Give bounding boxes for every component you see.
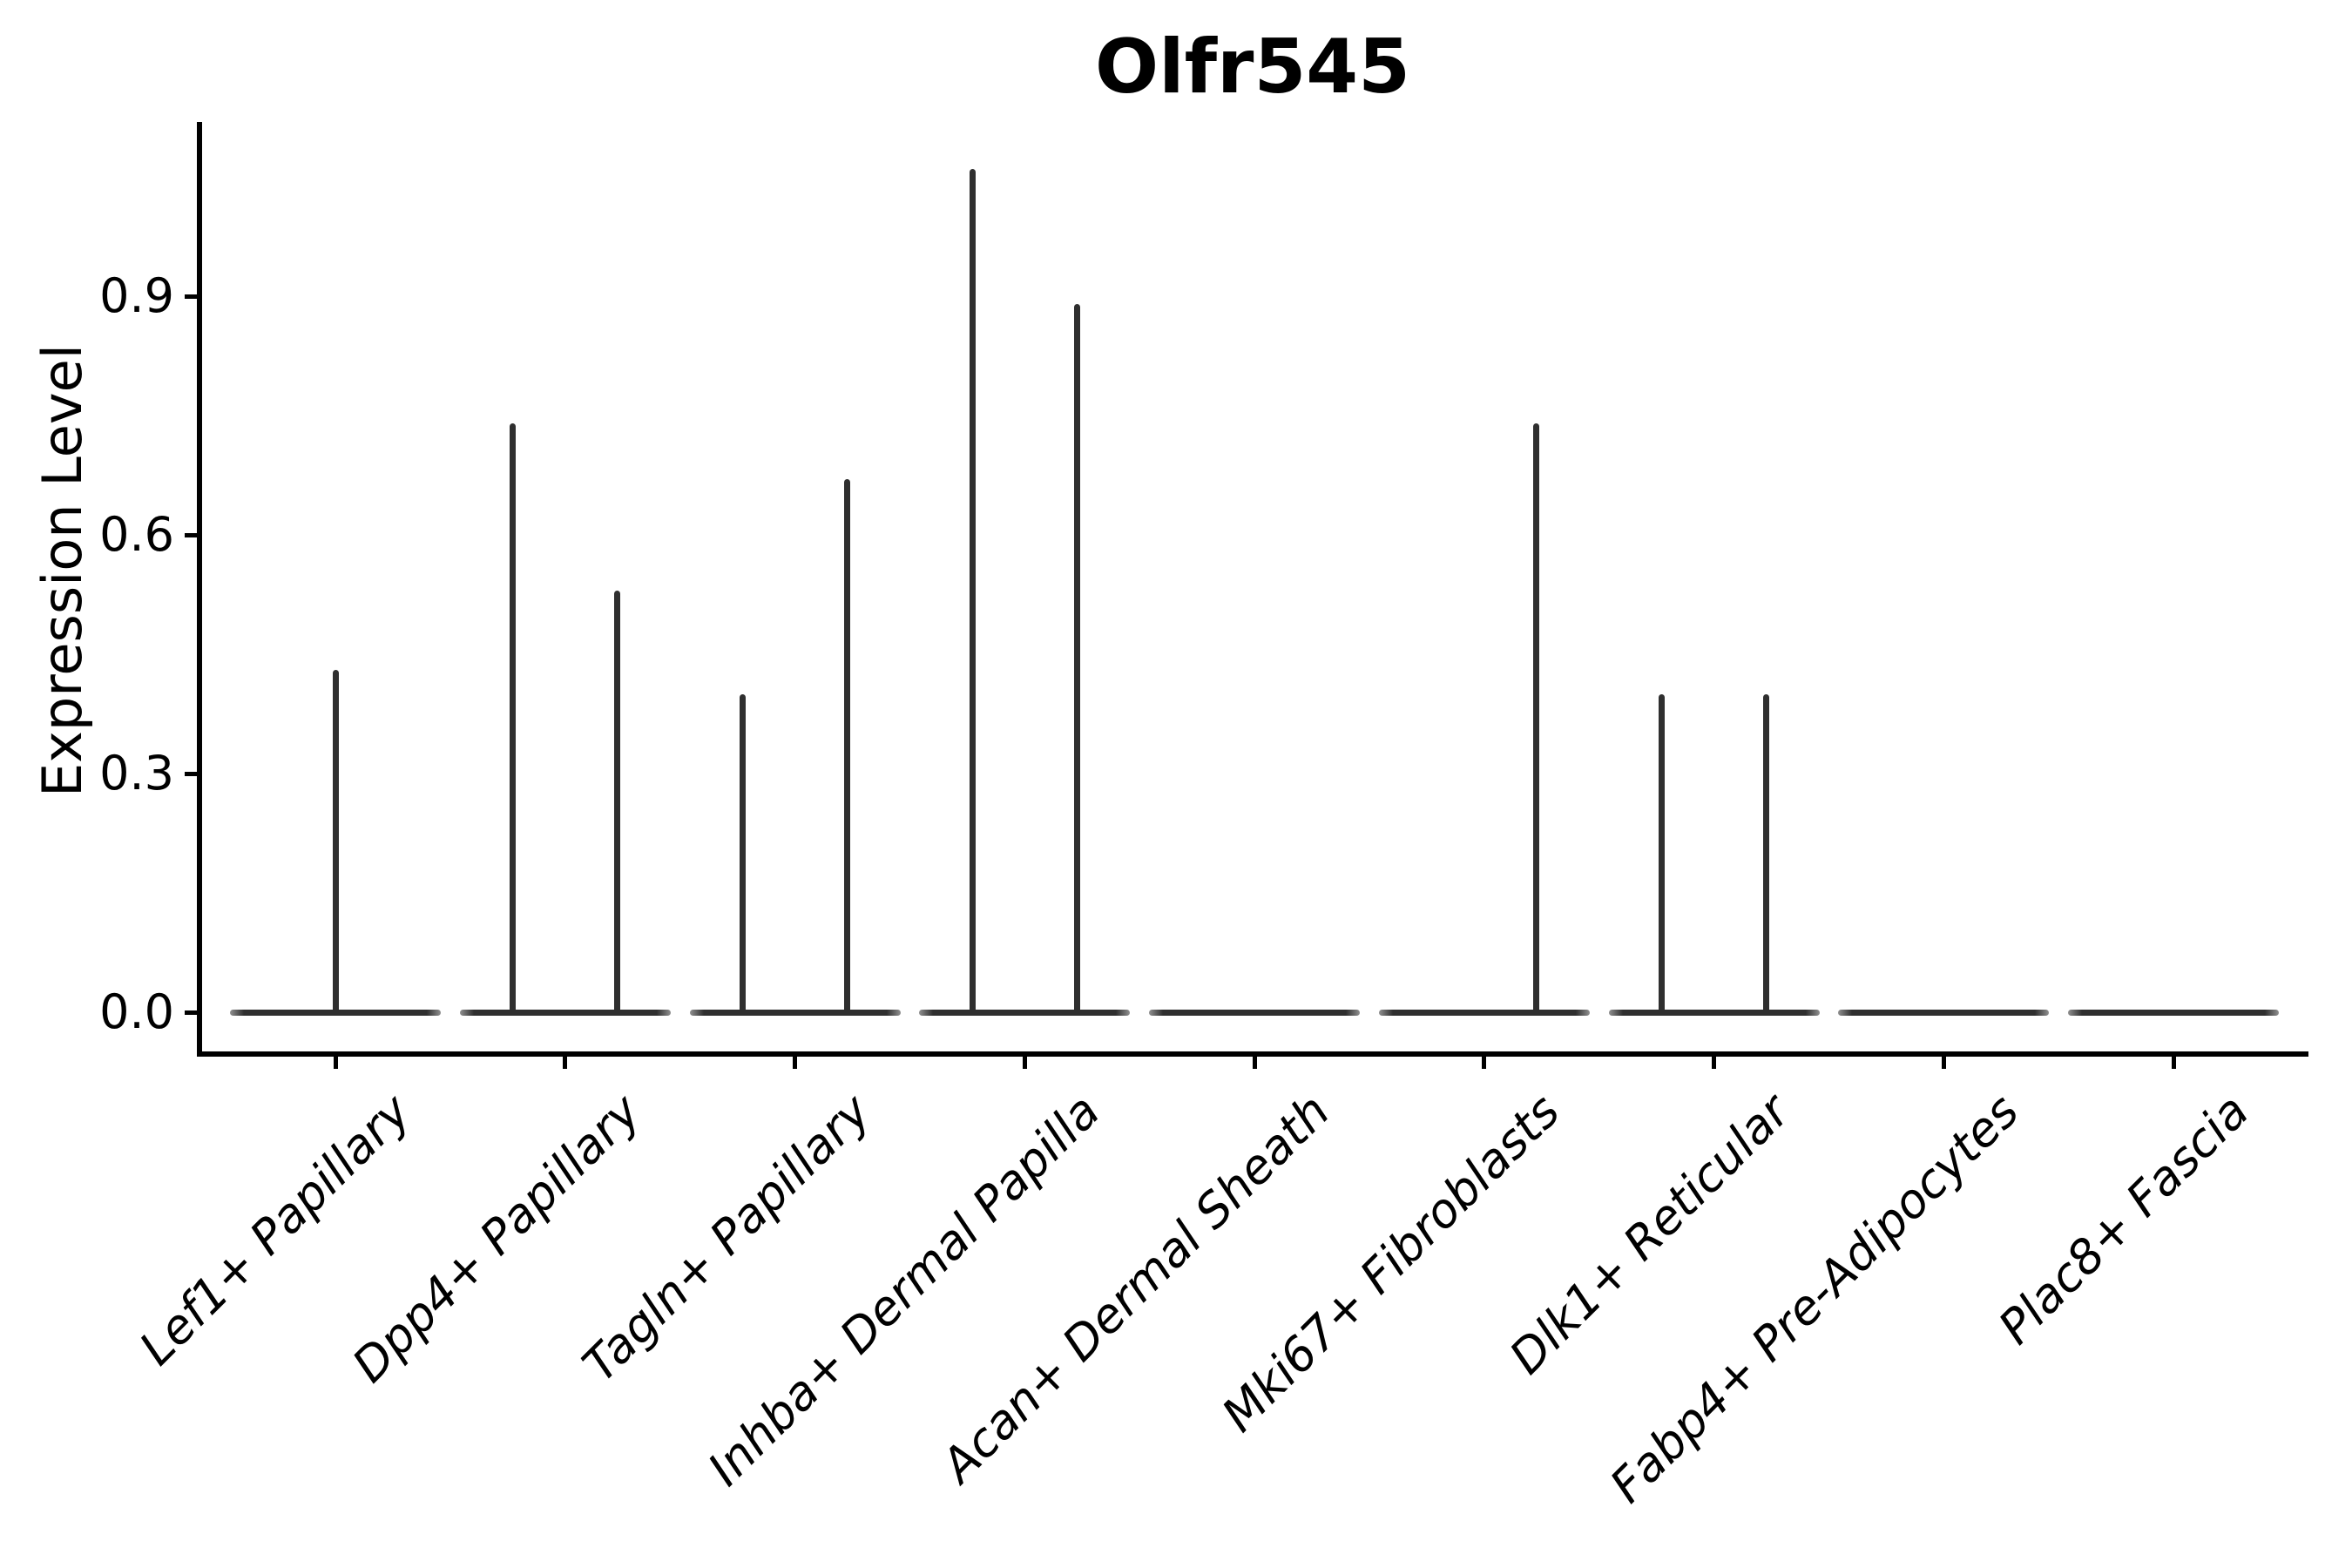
y-tick-0.9 [185, 294, 197, 299]
x-tick-label-1: Lef1+ Papillary [129, 1083, 422, 1376]
y-tick-label-0.9: 0.9 [99, 268, 174, 324]
violin-baseline-8 [1838, 1009, 2050, 1016]
violin-baseline-4 [919, 1009, 1131, 1016]
x-tick-label-7: Dlk1+ Reticular [1498, 1083, 1800, 1385]
violin-baseline-7 [1608, 1009, 1820, 1016]
violin-spike-3-right [844, 479, 850, 1015]
x-tick-label-4: Inhba+ Dermal Papilla [697, 1083, 1111, 1497]
x-tick-9 [2171, 1057, 2176, 1069]
x-tick-6 [1482, 1057, 1487, 1069]
y-tick-0.6 [185, 532, 197, 537]
violin-baseline-6 [1378, 1009, 1590, 1016]
violin-spike-4-right [1073, 304, 1080, 1015]
y-tick-0.0 [185, 1010, 197, 1015]
plot-title: Olfr545 [1095, 24, 1410, 111]
violin-spike-2-right [614, 590, 621, 1015]
x-tick-7 [1712, 1057, 1716, 1069]
violin-spike-2-left [510, 423, 517, 1015]
y-tick-label-0.6: 0.6 [99, 507, 174, 563]
x-tick-1 [333, 1057, 338, 1069]
x-tick-label-2: Dpp4+ Papillary [341, 1083, 652, 1393]
violin-spike-1-center [332, 670, 339, 1015]
x-tick-2 [563, 1057, 568, 1069]
x-tick-label-3: Tagln+ Papillary [571, 1083, 881, 1393]
y-tick-label-0.0: 0.0 [99, 984, 174, 1039]
violin-spike-3-left [740, 693, 746, 1015]
y-tick-0.3 [185, 771, 197, 776]
violin-spike-7-left [1659, 693, 1665, 1015]
violin-baseline-3 [689, 1009, 901, 1016]
violin-spike-6-right [1533, 423, 1540, 1015]
x-tick-label-8: Fabp4+ Pre-Adipocytes [1599, 1083, 2030, 1514]
violin-spike-7-right [1763, 693, 1769, 1015]
violin-spike-4-left [969, 168, 976, 1015]
x-tick-5 [1252, 1057, 1257, 1069]
x-axis-spine [197, 1051, 2308, 1057]
violin-baseline-2 [459, 1009, 671, 1016]
violin-baseline-9 [2068, 1009, 2279, 1016]
x-tick-4 [1022, 1057, 1027, 1069]
y-axis-spine [197, 122, 202, 1057]
y-tick-label-0.3: 0.3 [99, 746, 174, 801]
x-tick-8 [1941, 1057, 1946, 1069]
x-tick-label-6: Mki67+ Fibroblasts [1211, 1083, 1571, 1443]
violin-baseline-5 [1149, 1009, 1360, 1016]
x-tick-label-9: Plac8+ Fascia [1988, 1083, 2260, 1355]
x-tick-label-5: Acan+ Dermal Sheath [930, 1083, 1341, 1493]
x-tick-3 [793, 1057, 797, 1069]
